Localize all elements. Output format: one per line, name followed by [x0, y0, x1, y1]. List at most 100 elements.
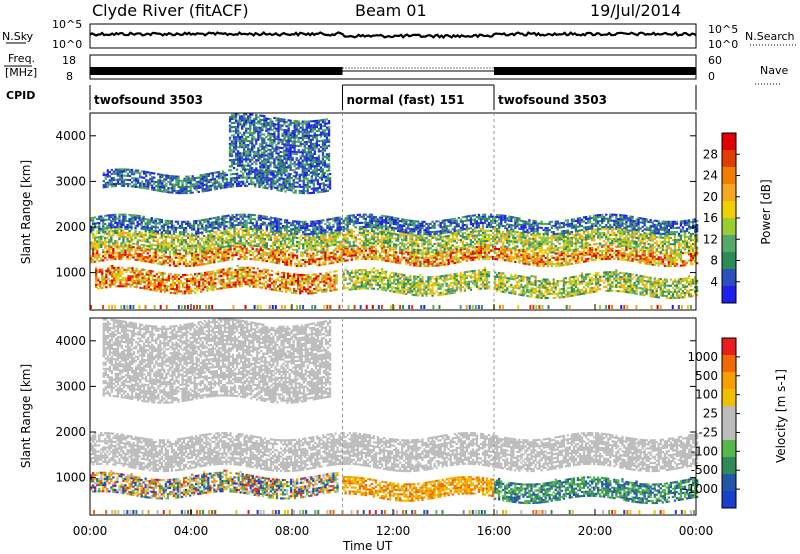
heatmap-cell	[306, 224, 309, 227]
heatmap-cell	[140, 221, 143, 224]
heatmap-cell	[473, 248, 477, 251]
heatmap-cell	[669, 231, 672, 234]
heatmap-cell	[601, 215, 604, 218]
heatmap-cell	[251, 258, 254, 261]
noise-right-label: N.Search	[745, 30, 795, 43]
heatmap-cell	[263, 231, 266, 234]
heatmap-cell	[154, 224, 157, 227]
heatmap-cell	[225, 237, 228, 240]
heatmap-cell	[552, 251, 555, 254]
heatmap-cell	[443, 225, 446, 228]
heatmap-cell	[564, 253, 567, 256]
heatmap-cell	[457, 231, 460, 234]
heatmap-cell	[530, 229, 533, 232]
heatmap-cell	[384, 245, 388, 248]
heatmap-cell	[132, 218, 135, 221]
heatmap-cell	[675, 249, 679, 252]
heatmap-cell	[441, 244, 444, 247]
heatmap-cell	[595, 222, 598, 225]
heatmap-cell	[368, 253, 372, 256]
heatmap-cell	[574, 236, 578, 239]
heatmap-cell	[312, 249, 315, 252]
heatmap-cell	[449, 250, 452, 253]
heatmap-cell	[312, 230, 315, 233]
heatmap-cell	[536, 222, 539, 225]
heatmap-cell	[562, 232, 565, 235]
heatmap-cell	[568, 247, 571, 250]
heatmap-cell	[421, 245, 424, 248]
heatmap-cell	[496, 258, 499, 261]
heatmap-cell	[314, 220, 317, 223]
heatmap-cell	[582, 252, 586, 255]
heatmap-cell	[217, 244, 220, 247]
heatmap-cell	[296, 251, 299, 254]
heatmap-cell	[532, 223, 535, 226]
heatmap-cell	[288, 246, 291, 249]
heatmap-cell	[352, 230, 355, 233]
heatmap-cell	[683, 222, 687, 225]
heatmap-cell	[679, 264, 683, 267]
heatmap-cell	[191, 258, 194, 261]
heatmap-cell	[283, 259, 287, 262]
heatmap-cell	[407, 253, 410, 256]
heatmap-cell	[130, 244, 133, 247]
heatmap-cell	[358, 226, 361, 229]
heatmap-cell	[629, 229, 632, 232]
heatmap-cell	[189, 222, 192, 225]
heatmap-cell	[540, 247, 543, 250]
heatmap-cell	[417, 252, 420, 255]
heatmap-cell	[625, 235, 628, 238]
heatmap-cell	[623, 218, 626, 221]
heatmap-cell	[128, 251, 131, 254]
heatmap-cell	[615, 222, 618, 225]
heatmap-cell	[308, 239, 311, 242]
heatmap-cell	[344, 227, 347, 230]
heatmap-cell	[114, 219, 117, 222]
heatmap-cell	[673, 233, 677, 236]
heatmap-cell	[687, 247, 691, 250]
heatmap-cell	[651, 223, 654, 226]
heatmap-cell	[595, 248, 598, 251]
heatmap-cell	[566, 237, 569, 240]
heatmap-cell	[221, 235, 224, 238]
heatmap-cell	[425, 252, 428, 255]
heatmap-cell	[112, 247, 115, 250]
heatmap-cell	[568, 261, 571, 264]
heatmap-cell	[164, 248, 167, 251]
heatmap-cell	[564, 261, 567, 264]
heatmap-cell	[609, 253, 612, 256]
heatmap-cell	[211, 233, 214, 236]
heatmap-cell	[112, 234, 115, 237]
heatmap-cell	[415, 258, 418, 261]
heatmap-cell	[665, 265, 668, 268]
heatmap-cell	[233, 238, 236, 241]
heatmap-cell	[455, 245, 458, 248]
heatmap-cell	[160, 241, 163, 244]
heatmap-cell	[326, 250, 329, 253]
heatmap-cell	[352, 248, 355, 251]
heatmap-cell	[389, 226, 392, 229]
heatmap-cell	[193, 262, 196, 265]
heatmap-cell	[239, 238, 242, 241]
heatmap-cell	[146, 244, 149, 247]
heatmap-cell	[423, 243, 426, 246]
heatmap-cell	[362, 245, 365, 248]
heatmap-cell	[490, 242, 493, 245]
heatmap-cell	[350, 214, 353, 217]
heatmap-cell	[221, 219, 224, 222]
heatmap-cell	[201, 239, 204, 242]
heatmap-cell	[425, 227, 428, 230]
heatmap-cell	[526, 239, 529, 242]
heatmap-cell	[239, 227, 242, 230]
heatmap-cell	[461, 248, 464, 251]
heatmap-cell	[134, 243, 137, 246]
heatmap-cell	[285, 250, 289, 253]
heatmap-cell	[300, 251, 303, 254]
heatmap-cell	[391, 216, 394, 219]
heatmap-cell	[481, 238, 485, 241]
heatmap-cell	[144, 247, 147, 250]
heatmap-cell	[546, 263, 549, 266]
heatmap-cell	[332, 239, 335, 242]
heatmap-cell	[475, 254, 479, 257]
heatmap-cell	[372, 220, 376, 223]
